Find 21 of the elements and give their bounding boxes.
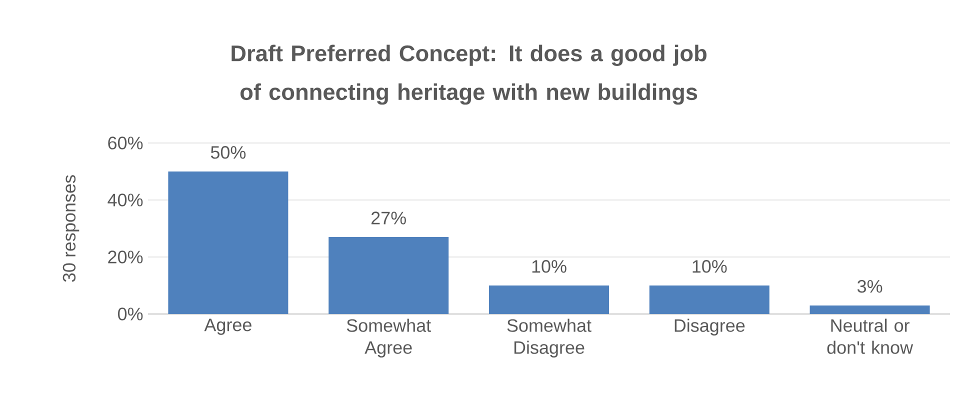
data-label: 10% — [692, 260, 727, 273]
bar — [168, 172, 288, 314]
bar — [649, 286, 770, 314]
bar — [810, 305, 930, 314]
bar — [489, 286, 610, 314]
y-tick-label: 60% — [108, 136, 143, 150]
x-tick-label: Disagree — [674, 318, 745, 336]
bar — [328, 237, 449, 314]
data-label: 3% — [857, 280, 882, 293]
data-label: 27% — [371, 212, 406, 224]
data-label: 50% — [210, 146, 246, 159]
y-tick-label: 20% — [108, 250, 143, 264]
y-axis-title: 30 responses — [62, 175, 80, 282]
y-tick-label: 40% — [108, 194, 143, 206]
y-tick-label: 0% — [118, 308, 143, 320]
x-tick-label: Somewhat Disagree — [507, 318, 592, 358]
data-label: 10% — [532, 260, 566, 273]
x-tick-label: Agree — [204, 318, 252, 335]
x-tick-label: Neutral or don't know — [827, 318, 914, 354]
chart-title: Draft Preferred Concept: It does a good job of connecting heritage with new buildings — [232, 44, 706, 105]
x-tick-label: Somewhat Agree — [346, 318, 431, 358]
